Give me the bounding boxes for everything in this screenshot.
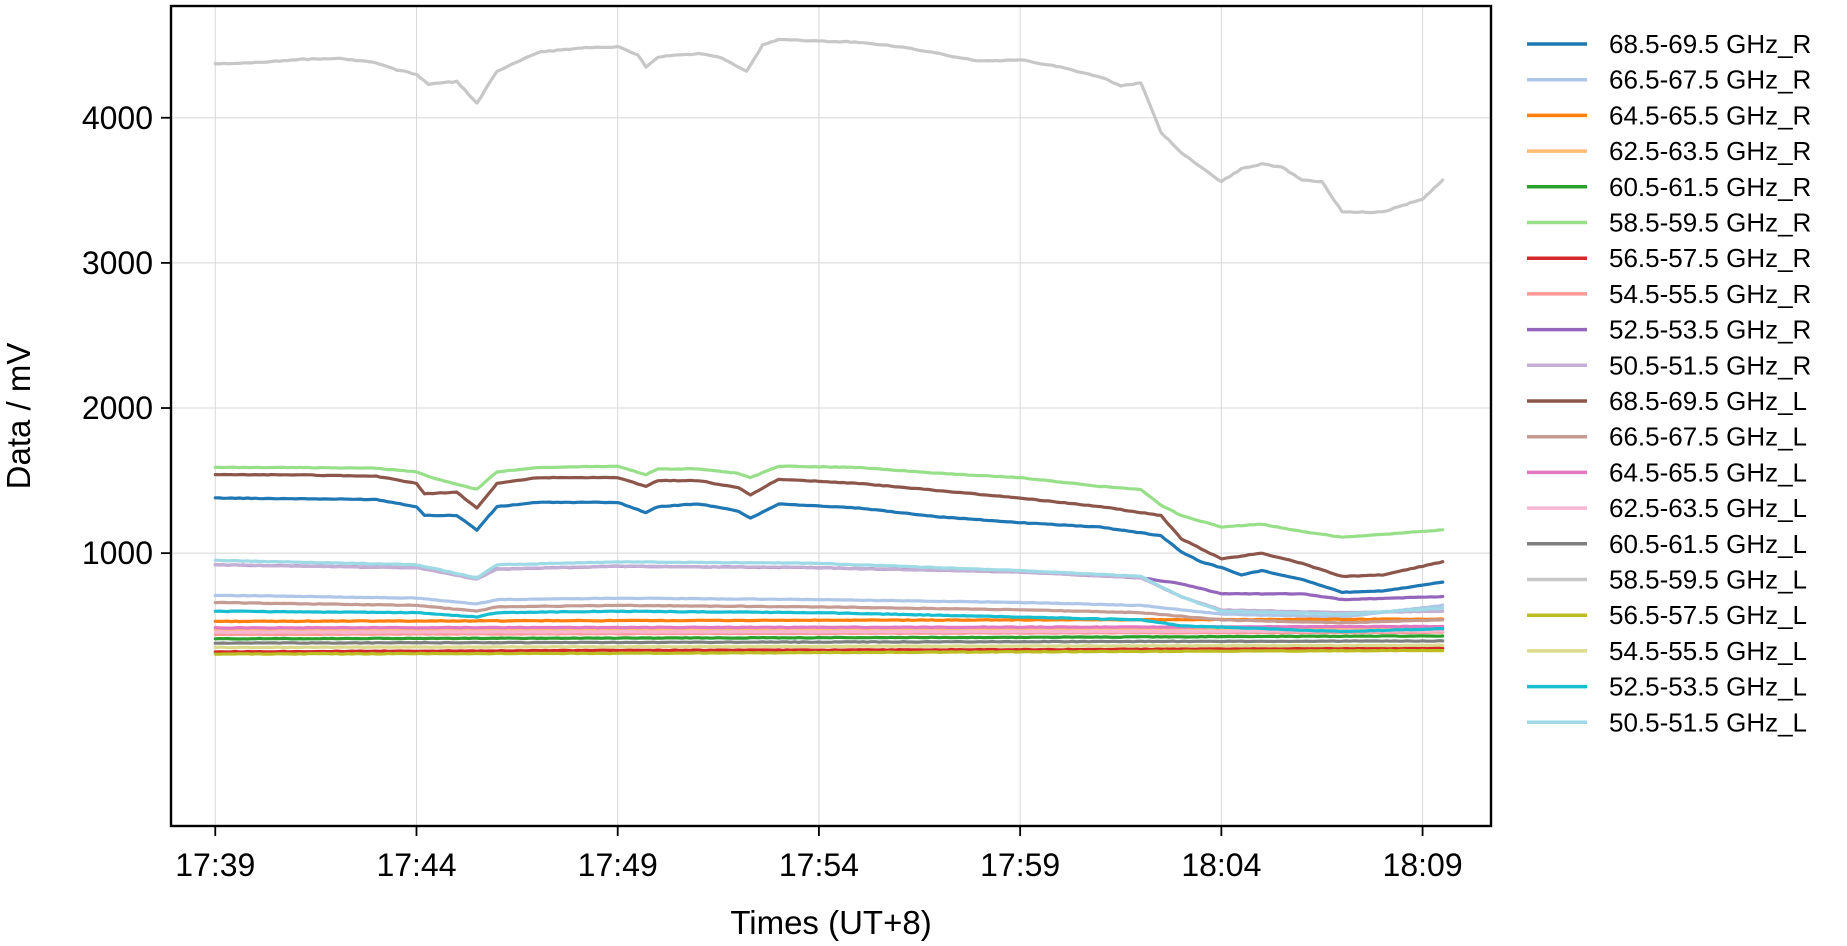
legend-label: 58.5-59.5 GHz_L	[1609, 565, 1807, 595]
series-line-6	[213, 464, 1445, 539]
series-line-8	[213, 630, 1445, 637]
series-lines	[213, 37, 1445, 656]
legend-label: 60.5-61.5 GHz_L	[1609, 529, 1807, 559]
legend-label: 50.5-51.5 GHz_L	[1609, 707, 1807, 737]
series-line-5	[213, 634, 1445, 641]
y-tick-label: 3000	[82, 245, 153, 281]
x-tick-label: 18:04	[1181, 847, 1261, 883]
x-axis-ticks: 17:39 17:44 17:49 17:54 17:59 18:04 18:09	[175, 826, 1463, 883]
legend-label: 50.5-51.5 GHz_R	[1609, 350, 1811, 380]
x-tick-label: 17:59	[980, 847, 1060, 883]
legend-label: 68.5-69.5 GHz_R	[1609, 29, 1811, 59]
x-tick-label: 17:44	[376, 847, 456, 883]
legend-label: 64.5-65.5 GHz_L	[1609, 457, 1807, 487]
series-line-14	[213, 628, 1445, 635]
legend-label: 60.5-61.5 GHz_R	[1609, 172, 1811, 202]
legend-label: 68.5-69.5 GHz_L	[1609, 386, 1807, 416]
legend-label: 66.5-67.5 GHz_R	[1609, 65, 1811, 95]
series-line-15	[213, 639, 1445, 645]
legend-label: 52.5-53.5 GHz_L	[1609, 672, 1807, 702]
x-tick-label: 17:39	[175, 847, 255, 883]
series-line-11	[213, 472, 1445, 579]
series-line-1	[213, 496, 1445, 595]
legend-label: 56.5-57.5 GHz_R	[1609, 243, 1811, 273]
plot-frame	[169, 4, 1493, 828]
legend-label: 66.5-67.5 GHz_L	[1609, 422, 1807, 452]
legend-label: 54.5-55.5 GHz_R	[1609, 279, 1811, 309]
legend: 68.5-69.5 GHz_R 66.5-67.5 GHz_R 64.5-65.5 …	[1527, 29, 1811, 737]
grid	[171, 6, 1491, 826]
series-line-20	[213, 558, 1445, 616]
series-line-2	[213, 593, 1445, 619]
y-tick-label: 1000	[82, 535, 153, 571]
series-line-18	[213, 643, 1445, 650]
y-tick-label: 4000	[82, 100, 153, 136]
legend-label: 58.5-59.5 GHz_R	[1609, 208, 1811, 238]
y-axis-ticks: 1000 2000 3000 4000	[82, 100, 171, 571]
legend-label: 62.5-63.5 GHz_R	[1609, 136, 1811, 166]
x-tick-label: 18:09	[1383, 847, 1463, 883]
x-tick-label: 17:49	[578, 847, 658, 883]
legend-label: 64.5-65.5 GHz_R	[1609, 100, 1811, 130]
y-axis-label: Data / mV	[0, 343, 37, 490]
x-tick-label: 17:54	[779, 847, 859, 883]
legend-label: 54.5-55.5 GHz_L	[1609, 636, 1807, 666]
legend-label: 52.5-53.5 GHz_R	[1609, 315, 1811, 345]
series-line-16	[213, 37, 1445, 215]
legend-label: 62.5-63.5 GHz_L	[1609, 493, 1807, 523]
x-axis-label: Times (UT+8)	[730, 904, 931, 941]
y-tick-label: 2000	[82, 390, 153, 426]
series-line-17	[213, 648, 1445, 656]
series-line-7	[213, 646, 1445, 654]
series-line-12	[213, 600, 1445, 625]
legend-label: 56.5-57.5 GHz_L	[1609, 600, 1807, 630]
series-line-19	[213, 609, 1445, 634]
